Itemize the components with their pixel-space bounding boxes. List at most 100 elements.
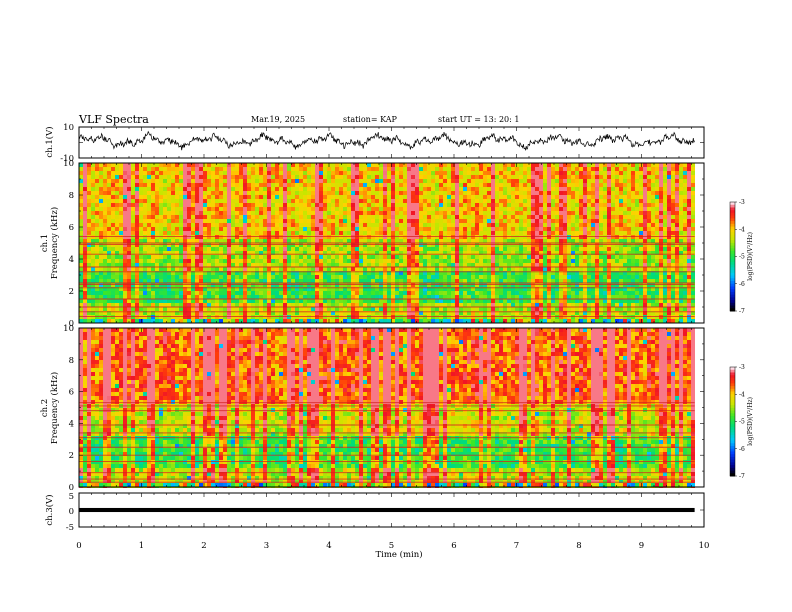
spectrogram-cell [107, 195, 111, 199]
spectrogram-cell [91, 207, 95, 211]
spectrogram-cell [307, 271, 311, 275]
spectrogram-cell [423, 179, 427, 183]
spectrogram-cell [279, 267, 283, 271]
spectrogram-cell [507, 303, 511, 307]
spectrogram-cell [171, 291, 175, 295]
spectrogram-cell [91, 199, 95, 203]
spectrogram-cell [479, 311, 483, 315]
spectrogram-cell [283, 303, 287, 307]
spectrogram-cell [239, 295, 243, 299]
spectrogram-cell [107, 215, 111, 219]
spectrogram-cell [547, 259, 551, 263]
spectrogram-cell [551, 191, 555, 195]
spectrogram-cell [483, 203, 487, 207]
spectrogram-cell [455, 207, 459, 211]
spectrogram-cell [495, 167, 499, 171]
spectrogram-cell [139, 291, 143, 295]
spectrogram-cell [559, 167, 563, 171]
spectrogram-cell [427, 171, 431, 175]
spectrogram-cell [407, 211, 411, 215]
spectrogram-cell [515, 251, 519, 255]
spectrogram-cell [163, 303, 167, 307]
spectrogram-cell [375, 291, 379, 295]
spectrogram-cell [519, 223, 523, 227]
spectrogram-cell [387, 207, 391, 211]
spectrogram-cell [195, 163, 199, 167]
spectrogram-cell [407, 239, 411, 243]
spectrogram-cell [443, 271, 447, 275]
spectrogram-cell [315, 227, 319, 231]
spectrogram-cell [551, 199, 555, 203]
spectrogram-cell [223, 187, 227, 191]
spectrogram-cell [115, 299, 119, 303]
spectrogram-cell [323, 247, 327, 251]
spectrogram-cell [187, 303, 191, 307]
spectrogram-cell [307, 171, 311, 175]
ch1-ytick-bottom: -10 [60, 154, 74, 164]
spectrogram-cell [443, 191, 447, 195]
spectrogram-cell [547, 287, 551, 291]
spectrogram-cell [527, 239, 531, 243]
spectrogram-cell [391, 199, 395, 203]
spectrogram-cell [323, 207, 327, 211]
spectrogram-cell [387, 203, 391, 207]
spectrogram-cell [535, 247, 539, 251]
spectrogram-cell [183, 191, 187, 195]
spectrogram-cell [267, 303, 271, 307]
spectrogram-cell [255, 195, 259, 199]
spectrogram-cell [127, 299, 131, 303]
spectrogram-cell [239, 267, 243, 271]
spectrogram-cell [111, 211, 115, 215]
spectrogram-cell [299, 195, 303, 199]
spectrogram-cell [167, 307, 171, 311]
spectrogram-cell [111, 231, 115, 235]
spectrogram-cell [227, 223, 231, 227]
spectrogram-cell [155, 183, 159, 187]
spectrogram-cell [343, 291, 347, 295]
spectrogram-cell [167, 175, 171, 179]
spectrogram-cell [403, 175, 407, 179]
spectrogram-cell [239, 259, 243, 263]
spectrogram-cell [355, 227, 359, 231]
spectrogram-cell [135, 259, 139, 263]
spectrogram-cell [119, 251, 123, 255]
spectrogram-cell [395, 203, 399, 207]
spectrogram-cell [231, 267, 235, 271]
spectrogram-cell [215, 279, 219, 283]
spectrogram-cell [159, 211, 163, 215]
spectrogram-cell [343, 263, 347, 267]
spectrogram-cell [215, 239, 219, 243]
spectrogram-cell [439, 287, 443, 291]
spectrogram-cell [259, 211, 263, 215]
spectrogram-cell [559, 267, 563, 271]
spectrogram-cell [343, 299, 347, 303]
spectrogram-cell [399, 287, 403, 291]
spectrogram-cell [403, 271, 407, 275]
spectrogram-cell [483, 239, 487, 243]
spectrogram-cell [523, 175, 527, 179]
spectrogram-cell [495, 195, 499, 199]
spectrogram-cell [183, 183, 187, 187]
spectrogram-cell [471, 287, 475, 291]
spectrogram-cell [339, 215, 343, 219]
spectrogram-cell [527, 271, 531, 275]
spectrogram-cell [99, 195, 103, 199]
spectrogram-cell [371, 259, 375, 263]
spectrogram-cell [395, 183, 399, 187]
spectrogram-cell [379, 175, 383, 179]
spectrogram-cell [391, 171, 395, 175]
spectrogram-cell [211, 183, 215, 187]
spectrogram-cell [487, 255, 491, 259]
spectrogram-cell [235, 251, 239, 255]
spectrogram-cell [463, 207, 467, 211]
spectrogram-cell [463, 227, 467, 231]
spectrogram-cell [467, 299, 471, 303]
spectrogram-cell [339, 239, 343, 243]
spectrogram-cell [519, 303, 523, 307]
spectrogram-cell [111, 287, 115, 291]
spectrogram-cell [87, 303, 91, 307]
spectrogram-cell [455, 211, 459, 215]
spectrogram-cell [319, 263, 323, 267]
spectrogram-cell [415, 175, 419, 179]
spectrogram-cell [191, 191, 195, 195]
